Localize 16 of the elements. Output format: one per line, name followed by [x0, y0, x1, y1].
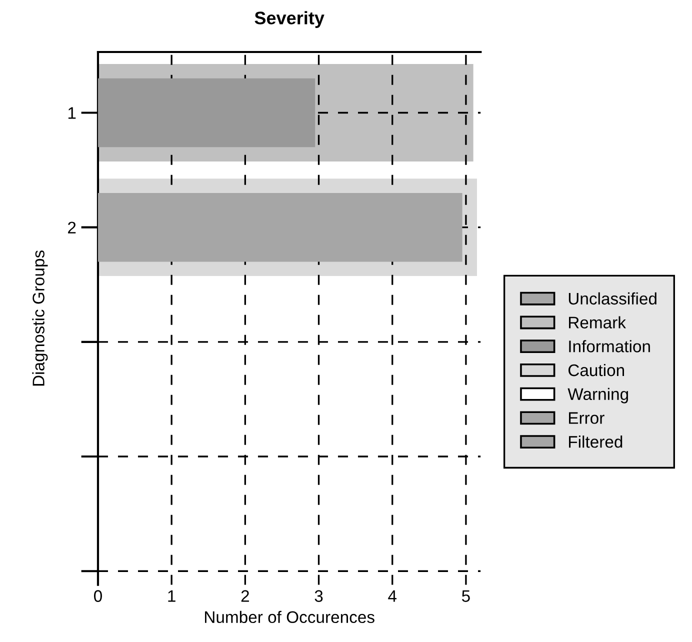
x-tick-label: 5 — [462, 590, 470, 602]
legend-label: Caution — [568, 364, 624, 376]
x-tick-label: 4 — [388, 590, 396, 602]
x-tick-label: 1 — [168, 590, 176, 602]
x-tick-label: 2 — [241, 590, 249, 602]
legend-label: Information — [569, 340, 650, 352]
legend-label: Error — [569, 412, 604, 424]
y-axis-title: Diagnostic Groups — [32, 250, 48, 386]
legend-label: Filtered — [569, 436, 622, 448]
legend-label: Remark — [569, 316, 626, 328]
legend-label: Warning — [568, 388, 628, 404]
legend-label: Unclassified — [568, 292, 656, 305]
chart-title: Severity — [254, 11, 324, 28]
x-axis-title: Number of Occurences — [205, 610, 374, 624]
x-tick-label: 3 — [314, 590, 323, 602]
x-tick-label: 0 — [94, 590, 102, 602]
